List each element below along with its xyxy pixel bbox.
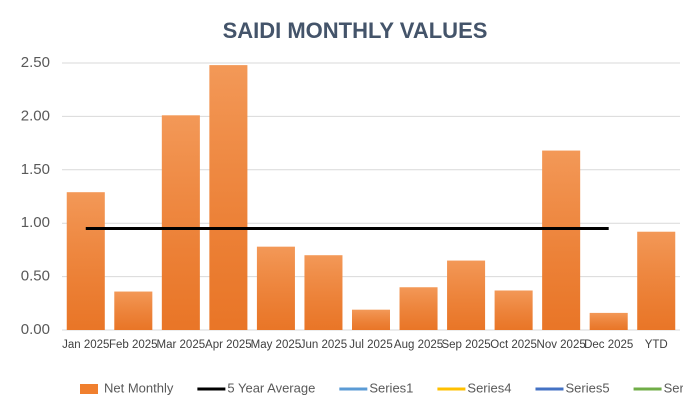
x-tick-label-box: May 2025 bbox=[250, 339, 302, 351]
x-tick-label-box: Feb 2025 bbox=[108, 339, 158, 351]
x-tick-label: Jan 2025 bbox=[62, 339, 110, 351]
legend-label: Series5 bbox=[565, 380, 609, 395]
legend-label: Series4 bbox=[467, 380, 511, 395]
legend-label: Net Monthly bbox=[104, 380, 174, 395]
y-tick-label: 2.50 bbox=[21, 54, 50, 71]
x-tick-label-box: Apr 2025 bbox=[205, 339, 252, 351]
bar-shade bbox=[209, 65, 248, 331]
y-tick-label: 2.00 bbox=[21, 107, 50, 124]
x-tick-label-box: Aug 2025 bbox=[393, 339, 444, 351]
x-tick-label: Jun 2025 bbox=[299, 339, 348, 351]
x-tick-label-box: Jan 2025 bbox=[62, 339, 110, 351]
x-tick-label: Mar 2025 bbox=[156, 339, 206, 351]
x-tick-label: Feb 2025 bbox=[108, 339, 158, 351]
x-tick-label: YTD bbox=[644, 339, 668, 351]
bar-shade bbox=[114, 291, 153, 330]
bar-shade bbox=[304, 255, 343, 330]
bar-shade bbox=[494, 290, 533, 330]
chart-title: SAIDI MONTHLY VALUES bbox=[223, 18, 488, 43]
bar-shade bbox=[256, 246, 295, 330]
legend-label: 5 Year Average bbox=[227, 380, 315, 395]
legend-swatch bbox=[80, 384, 98, 394]
y-tick-label: 1.50 bbox=[21, 161, 50, 178]
bar-shade bbox=[352, 309, 390, 330]
x-tick-label-box: Sep 2025 bbox=[441, 339, 491, 351]
bar-shade bbox=[637, 231, 676, 330]
bar-shade bbox=[66, 192, 105, 330]
y-tick-label: 0.50 bbox=[21, 268, 50, 285]
y-tick-label: 0.00 bbox=[21, 321, 50, 338]
x-tick-label: Nov 2025 bbox=[536, 339, 586, 351]
bar-shade bbox=[399, 287, 438, 330]
legend-label: Series6 bbox=[664, 380, 683, 395]
x-tick-label: Sep 2025 bbox=[441, 339, 491, 351]
legend-label: Series1 bbox=[369, 380, 413, 395]
x-tick-label: Oct 2025 bbox=[490, 339, 537, 351]
x-tick-label-box: Dec 2025 bbox=[584, 339, 634, 351]
bar-shade bbox=[161, 115, 200, 330]
bar-shade bbox=[447, 260, 486, 330]
bar-shade bbox=[542, 150, 581, 330]
x-tick-label-box: Nov 2025 bbox=[536, 339, 586, 351]
x-tick-label: Aug 2025 bbox=[393, 339, 444, 351]
x-tick-label-box: YTD bbox=[644, 339, 668, 351]
x-tick-label: May 2025 bbox=[250, 339, 302, 351]
x-tick-label: Jul 2025 bbox=[349, 339, 393, 351]
x-tick-label-box: Mar 2025 bbox=[156, 339, 206, 351]
x-tick-label-box: Jun 2025 bbox=[299, 339, 348, 351]
bar-shade bbox=[589, 312, 628, 330]
y-tick-label: 1.00 bbox=[21, 214, 50, 231]
x-tick-label: Apr 2025 bbox=[205, 339, 252, 351]
x-tick-label-box: Jul 2025 bbox=[349, 339, 393, 351]
x-tick-label-box: Oct 2025 bbox=[490, 339, 537, 351]
x-tick-label: Dec 2025 bbox=[584, 339, 634, 351]
